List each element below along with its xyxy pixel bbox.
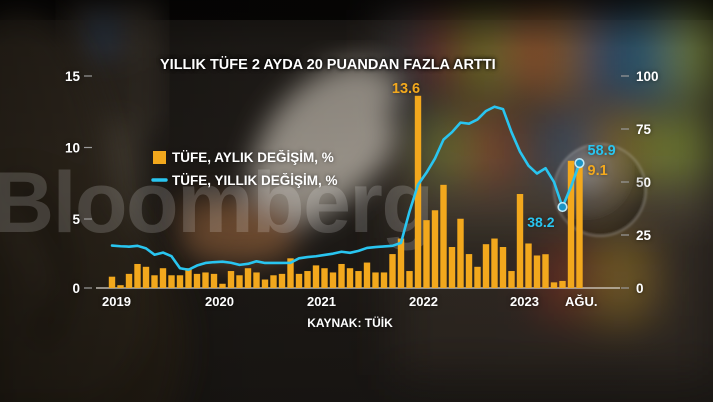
svg-text:TÜFE, AYLIK DEĞİŞİM, %: TÜFE, AYLIK DEĞİŞİM, % [172, 150, 334, 165]
svg-text:2022: 2022 [409, 294, 438, 309]
svg-text:5: 5 [72, 212, 80, 227]
svg-text:AĞU.: AĞU. [565, 294, 598, 309]
svg-text:2020: 2020 [205, 294, 234, 309]
svg-text:9.1: 9.1 [588, 163, 608, 179]
svg-text:TÜFE, YILLIK DEĞİŞİM, %: TÜFE, YILLIK DEĞİŞİM, % [172, 173, 338, 188]
svg-text:0: 0 [636, 281, 644, 296]
svg-text:10: 10 [65, 141, 80, 156]
svg-text:13.6: 13.6 [392, 81, 420, 97]
svg-text:58.9: 58.9 [588, 143, 616, 159]
svg-text:75: 75 [636, 122, 652, 137]
svg-text:0: 0 [72, 281, 80, 296]
svg-text:15: 15 [65, 69, 81, 84]
svg-text:2023: 2023 [510, 294, 539, 309]
svg-text:25: 25 [636, 228, 652, 243]
svg-text:2021: 2021 [307, 294, 336, 309]
svg-text:2019: 2019 [102, 294, 131, 309]
svg-text:38.2: 38.2 [527, 214, 554, 230]
svg-text:KAYNAK: TÜİK: KAYNAK: TÜİK [307, 315, 393, 330]
svg-text:100: 100 [636, 69, 659, 84]
